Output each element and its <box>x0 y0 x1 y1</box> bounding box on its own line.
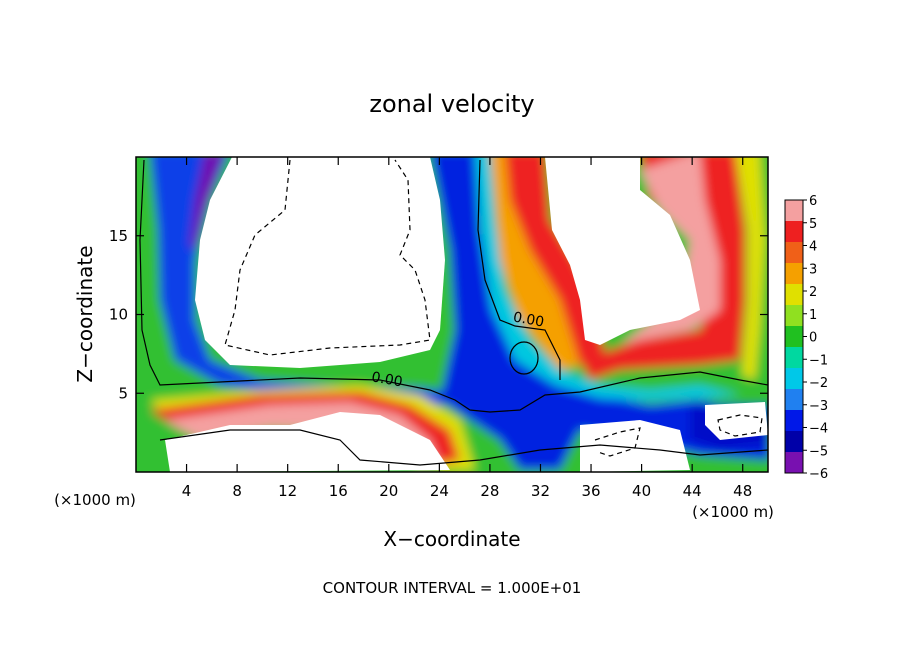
contour-labels: 0.00 0.00 <box>370 309 545 390</box>
colorbar-swatch <box>785 389 803 411</box>
x-tick-label: 32 <box>531 482 550 500</box>
white-region-upper-right <box>545 157 700 345</box>
x-tick-label: 28 <box>480 482 499 500</box>
field-right-red-plume <box>505 157 605 365</box>
colorbar-label: 0 <box>809 331 817 346</box>
chart-title: zonal velocity <box>369 90 534 118</box>
colorbar-label: 4 <box>809 240 817 255</box>
contour-zero-upper <box>477 159 561 380</box>
contour-dashed-lower <box>594 427 641 457</box>
field-right-yellow-edge <box>736 157 765 380</box>
contour-dashed-right <box>717 414 763 437</box>
field-red-band <box>150 392 460 465</box>
contour-label: 0.00 <box>370 369 403 390</box>
contour-dashed-left <box>224 159 431 356</box>
y-tick-label: 10 <box>109 306 128 324</box>
x-tick-label: 48 <box>733 482 752 500</box>
colorbar-swatch <box>785 200 803 222</box>
colorbar-swatch <box>785 326 803 348</box>
colorbar-label: −4 <box>809 422 828 437</box>
colorbar-swatch <box>785 452 803 474</box>
colorbar-label: −6 <box>809 467 828 482</box>
colorbar-swatch <box>785 263 803 285</box>
colorbar-swatch <box>785 347 803 369</box>
colorbar-label: −2 <box>809 376 828 391</box>
colorbar-swatch <box>785 410 803 432</box>
colorbar-swatch <box>785 284 803 306</box>
y-tick-label: 15 <box>109 227 128 245</box>
colorbar-label: −1 <box>809 353 828 368</box>
x-unit-left: (×1000 m) <box>54 491 136 509</box>
x-tick-label: 24 <box>430 482 449 500</box>
colorbar-label: 2 <box>809 285 817 300</box>
contour-zero-lower <box>159 429 768 466</box>
white-region-lower-left <box>165 412 450 472</box>
contour-label: 0.00 <box>512 309 545 330</box>
white-regions <box>165 157 768 472</box>
x-tick-label: 8 <box>232 482 242 500</box>
contour-zero-left <box>139 159 768 413</box>
colorbar: 6 5 4 3 2 1 0 −1 −2 −3 −4 −5 −6 <box>784 194 828 482</box>
contour-interval-note: CONTOUR INTERVAL = 1.000E+01 <box>323 579 582 597</box>
contour-closed-loop <box>509 341 539 375</box>
colorbar-label: 1 <box>809 308 817 323</box>
field-left-purple-core <box>190 157 223 250</box>
x-tick-label: 12 <box>278 482 297 500</box>
plot-area: 0.00 0.00 <box>136 157 768 472</box>
x-tick-label: 44 <box>683 482 702 500</box>
x-unit-right: (×1000 m) <box>692 503 774 521</box>
x-tick-label: 4 <box>182 482 192 500</box>
colorbar-label: −5 <box>809 444 828 459</box>
white-region-right-pocket <box>705 402 768 440</box>
y-tick-label: 5 <box>118 384 128 402</box>
contour-lines <box>139 159 768 466</box>
colorbar-label: −3 <box>809 399 828 414</box>
x-tick-label: 40 <box>632 482 651 500</box>
field-left-blue-band <box>150 157 470 405</box>
y-axis-ticks: 5 10 15 <box>109 227 768 402</box>
x-tick-label: 36 <box>581 482 600 500</box>
colorbar-label: 3 <box>809 262 817 277</box>
y-axis-label: Z−coordinate <box>73 245 97 382</box>
colorbar-label: 5 <box>809 217 817 232</box>
colorbar-swatch <box>785 305 803 327</box>
x-tick-label: 16 <box>329 482 348 500</box>
x-tick-label: 20 <box>379 482 398 500</box>
field-central-blue-plume <box>431 157 768 470</box>
colorbar-label: 6 <box>809 194 817 209</box>
x-axis-label: X−coordinate <box>383 527 520 551</box>
colorbar-swatch <box>785 221 803 243</box>
colorbar-swatch <box>785 431 803 453</box>
colorbar-swatch <box>785 242 803 264</box>
x-axis-ticks: 4 8 12 16 20 24 28 32 36 40 44 48 <box>182 157 752 500</box>
white-region-upper-left <box>195 157 445 368</box>
colorbar-swatch <box>785 368 803 390</box>
